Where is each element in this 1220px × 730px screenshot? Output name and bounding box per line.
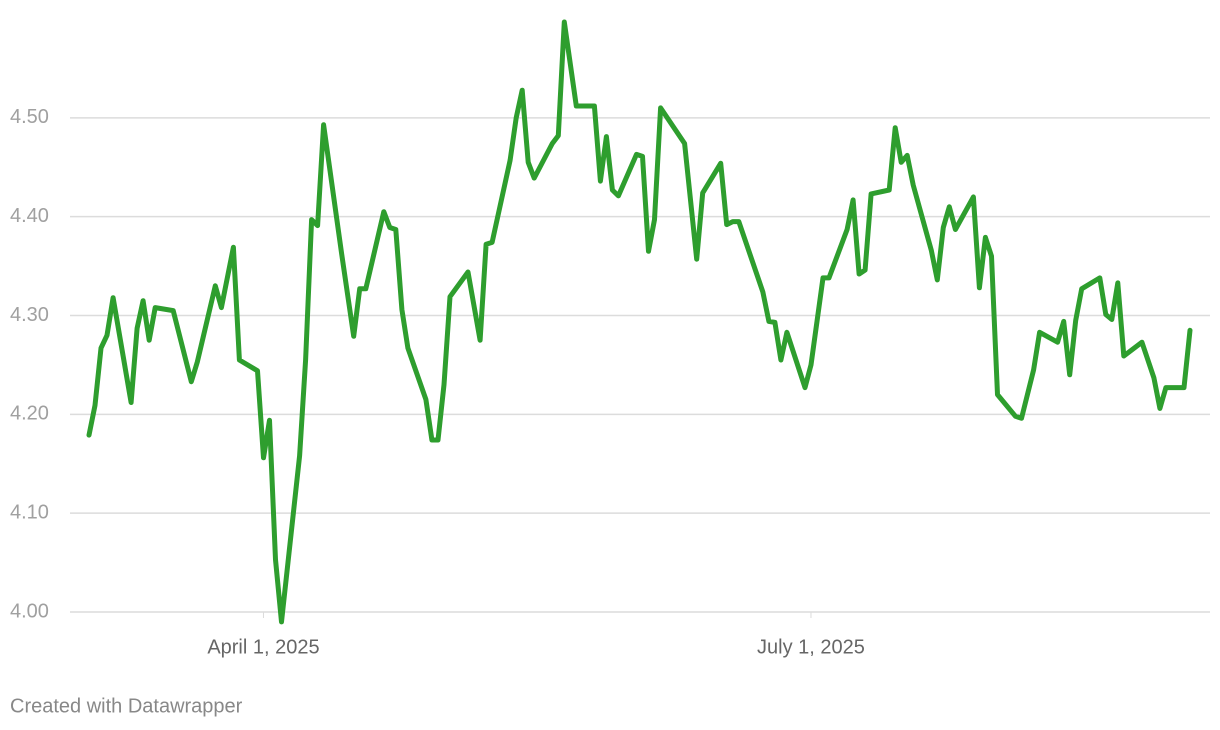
y-tick-label: 4.20 xyxy=(10,403,49,425)
x-tick-label: April 1, 2025 xyxy=(207,636,319,658)
y-tick-label: 4.10 xyxy=(10,501,49,523)
y-tick-label: 4.00 xyxy=(10,600,49,622)
y-tick-label: 4.30 xyxy=(10,304,49,326)
credit: Created with Datawrapper xyxy=(10,695,243,717)
x-tick-label: July 1, 2025 xyxy=(757,636,865,658)
y-tick-label: 4.50 xyxy=(10,106,49,128)
series-line xyxy=(86,19,1193,625)
y-tick-label: 4.40 xyxy=(10,205,49,227)
